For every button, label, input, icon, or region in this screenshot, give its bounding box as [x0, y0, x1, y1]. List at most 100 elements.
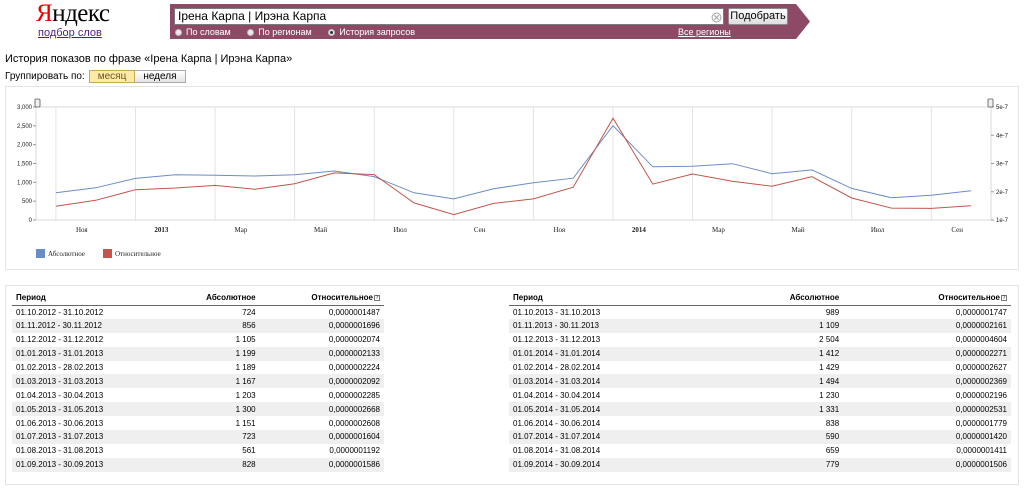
right-axis-handle: [987, 98, 994, 108]
x-tick-label: Сен: [474, 226, 486, 234]
cell-period: 01.06.2013 - 30.06.2013: [16, 418, 104, 428]
radio-history[interactable]: История запросов: [328, 26, 415, 38]
radio-by-regions[interactable]: По регионам: [247, 26, 312, 38]
radio-dot: [247, 28, 255, 36]
table-row: 01.04.2013 - 30.04.2013 1 203 0,0000002285: [12, 388, 384, 402]
table-row: 01.09.2014 - 30.09.2014 779 0,0000001506: [509, 457, 1011, 472]
cell-period: 01.09.2013 - 30.09.2013: [12, 457, 167, 472]
table-panel: Период Абсолютное Относительное? 01.10.2…: [5, 285, 1019, 485]
col-relative-header[interactable]: Относительное?: [843, 291, 1011, 306]
cell-relative: 0,0000002092: [259, 374, 384, 389]
cell-period: 01.06.2014 - 30.06.2014: [513, 418, 601, 428]
table-row: 01.09.2013 - 30.09.2013 828 0,0000001586: [12, 457, 384, 472]
table-row: 01.08.2014 - 31.08.2014 659 0,0000001411: [509, 444, 1011, 458]
cell-absolute: 1 429: [819, 363, 840, 372]
x-tick-label: 2013: [154, 226, 169, 234]
clear-icon[interactable]: [711, 12, 722, 23]
search-mode-radios: По словам По регионам История запросов: [175, 26, 429, 38]
legend-swatch: [103, 249, 112, 258]
col-period-header: Период: [509, 291, 718, 306]
group-month-button[interactable]: месяц: [88, 70, 136, 83]
legend-swatch: [36, 249, 45, 258]
cell-absolute: 1 494: [717, 374, 844, 389]
group-by-label: Группировать по:: [5, 71, 85, 82]
plot-area: [35, 106, 992, 221]
search-button[interactable]: Подобрать: [728, 8, 788, 25]
radio-label: По регионам: [258, 27, 312, 37]
y-right-tick-label: 3e-7: [996, 162, 1009, 168]
cell-relative: 0,0000002224: [328, 363, 380, 372]
cell-relative: 0,0000001586: [259, 457, 384, 472]
search-bar: Ірена Карпа | Ирэна Карпа Подобрать По с…: [170, 4, 810, 39]
table-row: 01.10.2012 - 31.10.2012 724 0,0000001487: [12, 305, 384, 319]
search-input[interactable]: Ірена Карпа | Ирэна Карпа: [174, 8, 724, 25]
cell-relative: 0,0000001747: [955, 307, 1007, 317]
help-icon[interactable]: ?: [374, 295, 380, 302]
group-week-button[interactable]: неделя: [135, 70, 186, 83]
cell-absolute: 590: [717, 430, 844, 444]
help-icon[interactable]: ?: [1001, 295, 1007, 302]
all-regions-link[interactable]: Все регионы: [678, 27, 731, 37]
table-row: 01.08.2013 - 31.08.2013 561 0,0000001192: [12, 444, 384, 458]
cell-period: 01.01.2013 - 31.01.2013: [12, 346, 167, 361]
cell-absolute: 1 199: [166, 346, 260, 361]
table-header-row: Период Абсолютное Относительное?: [509, 291, 1011, 306]
col-relative-header[interactable]: Относительное?: [259, 291, 384, 306]
cell-relative: 0,0000002369: [843, 374, 1011, 389]
x-tick-label: Сен: [951, 226, 963, 234]
cell-relative: 0,0000004604: [955, 335, 1007, 345]
col-relative-label: Относительное: [311, 293, 373, 303]
cell-relative: 0,0000001411: [956, 446, 1007, 456]
cell-relative: 0,0000002531: [843, 402, 1011, 417]
cell-absolute: 1 331: [717, 402, 844, 417]
cell-period: 01.12.2013 - 31.12.2013: [513, 335, 601, 345]
table-row: 01.03.2014 - 31.03.2014 1 494 0,0000002369: [509, 374, 1011, 389]
cell-absolute: 779: [717, 457, 844, 472]
cell-period: 01.08.2014 - 31.08.2014: [513, 446, 601, 456]
yandex-logo[interactable]: Яндекс: [36, 0, 110, 28]
history-table-right: Период Абсолютное Относительное? 01.10.2…: [509, 291, 1011, 472]
table-row: 01.10.2013 - 31.10.2013 989 0,0000001747: [509, 305, 1011, 319]
cell-absolute: 2 504: [819, 335, 840, 345]
cell-period: 01.03.2014 - 31.03.2014: [509, 374, 718, 389]
y-right-tick-label: 5e-7: [996, 105, 1009, 111]
table-row: 01.11.2013 - 30.11.2013 1 109 0,0000002161: [509, 318, 1011, 333]
cell-relative: 0,0000002668: [259, 402, 384, 417]
cell-relative: 0,0000001192: [329, 446, 380, 456]
col-absolute-header[interactable]: Абсолютное: [166, 291, 260, 306]
cell-relative: 0,0000002133: [259, 346, 384, 361]
cell-relative: 0,0000002627: [955, 363, 1007, 372]
cell-absolute: 724: [242, 307, 256, 317]
table-row: 01.05.2014 - 31.05.2014 1 331 0,0000002531: [509, 402, 1011, 417]
radio-label: По словам: [186, 27, 231, 37]
cell-period: 01.12.2012 - 31.12.2012: [16, 335, 104, 345]
table-row: 01.12.2013 - 31.12.2013 2 504 0,0000004604: [509, 333, 1011, 347]
x-tick-label: Июл: [871, 226, 885, 234]
wordstat-link[interactable]: подбор слов: [38, 27, 102, 39]
y-left-tick-label: 1,000: [17, 180, 33, 186]
chart-panel: Ноя 2013 Мар Май Июл Сен Ноя 2014 Мар Май Июл Сен 0 5…: [5, 86, 1019, 270]
x-tick-label: Май: [314, 226, 327, 234]
cell-absolute: 828: [166, 457, 260, 472]
col-absolute-header[interactable]: Абсолютное: [717, 291, 844, 306]
cell-period: 01.03.2013 - 31.03.2013: [12, 374, 167, 389]
cell-absolute: 1 151: [235, 418, 256, 428]
table-row: 01.11.2012 - 30.11.2012 856 0,0000001696: [12, 318, 384, 333]
cell-period: 01.11.2012 - 30.11.2012: [12, 318, 167, 333]
cell-absolute: 1 189: [235, 363, 256, 372]
table-row: 01.01.2014 - 31.01.2014 1 412 0,0000002271: [509, 346, 1011, 361]
cell-period: 01.05.2013 - 31.05.2013: [12, 402, 167, 417]
cell-period: 01.04.2014 - 30.04.2014: [513, 390, 601, 400]
col-period-header: Период: [12, 291, 167, 306]
y-left-tick-label: 3,000: [17, 105, 33, 111]
page-title: История показов по фразе «Ірена Карпа | …: [5, 53, 293, 65]
cell-period: 01.04.2013 - 30.04.2013: [16, 390, 104, 400]
cell-relative: 0,0000002608: [328, 418, 380, 428]
cell-period: 01.02.2013 - 28.02.2013: [16, 363, 104, 372]
cell-absolute: 1 203: [235, 390, 256, 400]
series-line-relative: [55, 117, 972, 216]
y-left-tick-label: 500: [22, 199, 33, 205]
radio-dot: [175, 28, 182, 36]
radio-by-words[interactable]: По словам: [175, 26, 231, 38]
cell-absolute: 1 109: [717, 318, 844, 333]
